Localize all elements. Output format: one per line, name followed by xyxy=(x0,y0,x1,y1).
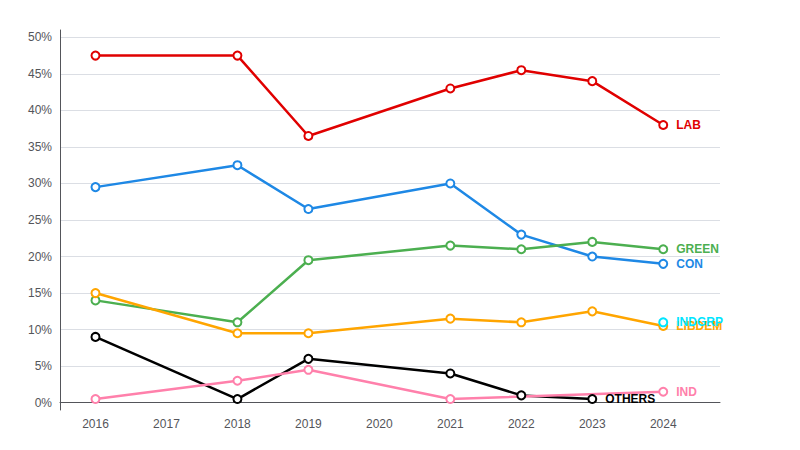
svg-text:2016: 2016 xyxy=(82,417,109,431)
svg-text:2023: 2023 xyxy=(579,417,606,431)
svg-text:INDGRP: INDGRP xyxy=(676,315,723,329)
svg-text:LAB: LAB xyxy=(676,118,701,132)
svg-text:2021: 2021 xyxy=(437,417,464,431)
svg-text:15%: 15% xyxy=(28,286,52,300)
svg-text:IND: IND xyxy=(676,385,697,399)
svg-text:25%: 25% xyxy=(28,213,52,227)
svg-text:45%: 45% xyxy=(28,67,52,81)
svg-text:2017: 2017 xyxy=(153,417,180,431)
svg-text:40%: 40% xyxy=(28,103,52,117)
svg-text:GREEN: GREEN xyxy=(676,242,719,256)
svg-text:2022: 2022 xyxy=(508,417,535,431)
svg-text:5%: 5% xyxy=(35,359,53,373)
svg-text:30%: 30% xyxy=(28,176,52,190)
svg-text:2024: 2024 xyxy=(650,417,677,431)
svg-text:50%: 50% xyxy=(28,30,52,44)
svg-text:2019: 2019 xyxy=(295,417,322,431)
svg-text:2020: 2020 xyxy=(366,417,393,431)
svg-text:0%: 0% xyxy=(35,396,53,410)
svg-text:10%: 10% xyxy=(28,323,52,337)
svg-text:35%: 35% xyxy=(28,140,52,154)
svg-text:20%: 20% xyxy=(28,250,52,264)
svg-text:2018: 2018 xyxy=(224,417,251,431)
svg-text:CON: CON xyxy=(676,257,703,271)
svg-text:OTHERS: OTHERS xyxy=(605,392,655,406)
